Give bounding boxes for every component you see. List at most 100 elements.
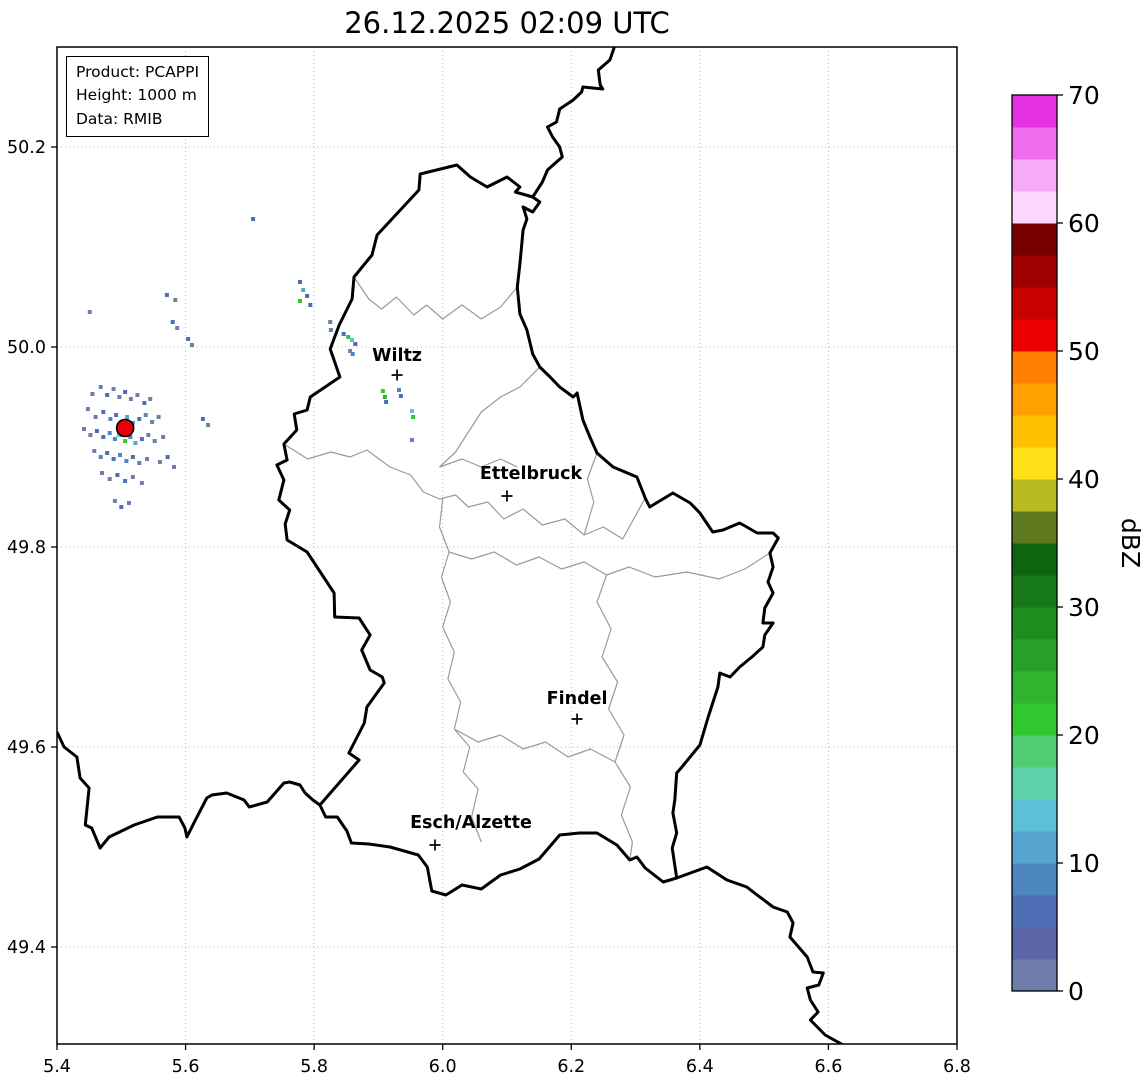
radar-echo-pixel [382,395,387,399]
belgium-germany-border [531,47,616,198]
colorbar-segment [1012,543,1057,576]
radar-echo-pixel [114,413,119,417]
canton-border [438,498,482,843]
radar-echo-pixel [124,459,129,463]
radar-echo-pixel [398,394,403,398]
radar-echo-pixel [384,400,389,404]
radar-echo-pixel [308,303,313,307]
canton-border [596,574,633,861]
x-tick-label: 6.6 [815,1057,843,1077]
radar-echo-pixel [341,332,346,336]
colorbar-segment [1012,607,1057,640]
radar-echo-pixel [133,441,138,445]
radar-echo-pixel [139,481,144,485]
radar-echo-pixel [305,294,310,298]
radar-echo-pixel [123,479,128,483]
radar-echo-pixel [118,453,122,457]
radar-echo-pixel [298,280,302,284]
radar-echo-pixel [298,299,302,303]
y-tick-label: 49.4 [7,938,46,958]
radar-echo-pixel [93,415,98,419]
radar-echo-pixel [411,415,416,419]
info-height: Height: 1000 m [76,86,197,105]
radar-echo-pixel [112,499,117,503]
radar-echo-pixel [145,457,149,461]
radar-echo-pixel [107,477,112,481]
radar-echo-pixel [128,397,133,401]
radar-echo-pixel [328,328,333,332]
x-tick-label: 6.8 [943,1057,971,1077]
map-layers: Wiltz Ettelbruck Findel Esch/Alzette [57,47,957,1044]
colorbar-segment [1012,415,1057,448]
radar-echo-pixel [135,393,140,397]
radar-echo-pixel [107,431,112,435]
x-tick-label: 5.4 [43,1057,71,1077]
radar-echo-pixel [173,298,178,302]
colorbar-segment [1012,671,1057,704]
radar-echo-pixel [90,392,95,396]
radar-echo-pixel [105,451,110,455]
france-germany-border [676,865,844,1044]
colorbar-segment [1012,479,1057,512]
radar-echo-pixel [206,423,211,427]
colorbar-segment [1012,127,1057,160]
radar-echo-pixel [301,288,306,292]
colorbar-segment [1012,863,1057,896]
product-info-box: Product: PCAPPI Height: 1000 m Data: RMI… [66,56,210,137]
city-marker [429,839,441,851]
city-label: Wiltz [372,346,422,366]
canton-border [448,551,771,580]
luxembourg-border [275,163,780,897]
radar-site-dot [115,418,135,438]
radar-echo-pixel [350,338,355,342]
radar-echo-pixel [123,390,128,394]
radar-echo-pixel [251,217,256,221]
colorbar-tick-label: 30 [1068,593,1100,622]
colorbar-segment [1012,95,1057,128]
info-data-source: Data: RMIB [76,109,163,128]
city-marker [571,713,583,725]
city-marker [501,490,513,502]
radar-echo-pixel [186,337,191,341]
radar-echo-pixel [175,326,180,330]
radar-echo-pixel [165,455,170,459]
colorbar-segment [1012,319,1057,352]
radar-echo-pixel [148,397,153,401]
radar-echo-pixel [127,501,131,505]
radar-echo-pixel [348,349,353,353]
radar-echo-pixel [130,455,135,459]
x-tick-label: 5.8 [300,1057,328,1077]
y-tick-label: 50.0 [7,338,46,358]
radar-echo-pixel [85,407,90,411]
colorbar-segment [1012,767,1057,800]
colorbar-tick-label: 70 [1068,81,1100,110]
radar-echo-pixel [123,439,128,443]
colorbar-segment [1012,511,1057,544]
radar-echo-pixel [353,342,358,346]
radar-echo-pixel [101,410,106,414]
colorbar-segment [1012,223,1057,256]
colorbar-segment [1012,287,1057,320]
colorbar-segment [1012,959,1057,992]
radar-echo-pixel [92,449,97,453]
radar-echo-pixel [112,437,117,441]
colorbar-segment [1012,831,1057,864]
radar-echo-pixel [128,435,133,439]
colorbar-segment [1012,735,1057,768]
radar-echo-pixel [346,335,351,339]
colorbar-segment [1012,447,1057,480]
radar-echo-pixel [156,415,161,419]
radar-echo-pixel [152,439,157,443]
colorbar-segment [1012,383,1057,416]
radar-echo-pixel [200,417,205,421]
radar-echo-pixel [130,475,135,479]
radar-echo-pixel [170,320,175,324]
radar-echo-pixel [409,409,414,413]
radar-echo-pixel [100,471,104,475]
colorbar-tick-label: 60 [1068,209,1100,238]
colorbar-segment [1012,799,1057,832]
x-tick-label: 6.2 [557,1057,585,1077]
radar-echo-pixel [115,473,120,477]
